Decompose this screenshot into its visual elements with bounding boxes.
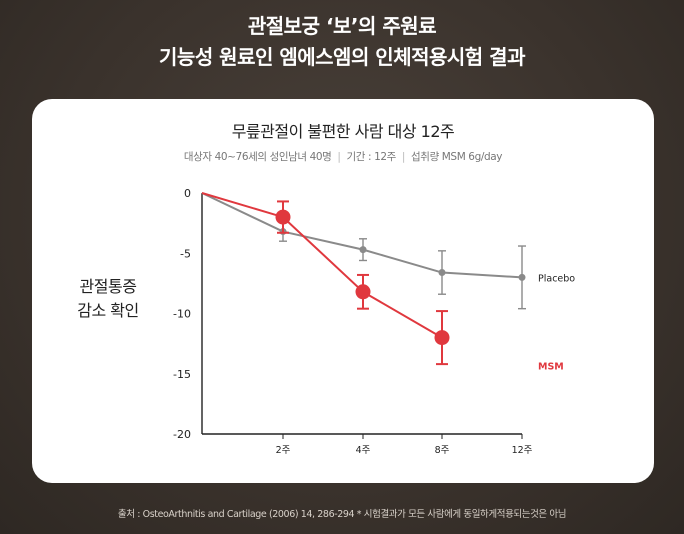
placebo-point [359, 246, 367, 254]
y-tick-label: -5 [180, 247, 191, 260]
placebo-point [518, 273, 526, 281]
x-tick-label: 12주 [512, 445, 533, 456]
subtitle-divider: | [337, 151, 341, 163]
y-tick-label: -15 [173, 368, 191, 381]
subtitle-subjects: 대상자 40~76세의 성인남녀 40명 [183, 151, 332, 163]
x-tick-label: 8주 [435, 445, 450, 456]
headline-line-2: 기능성 원료인 엠에스엠의 인체적용시험 결과 [159, 45, 525, 69]
y-axis-label-line-2: 감소 확인 [77, 301, 139, 320]
msm-line [201, 192, 443, 339]
y-tick-label: 0 [184, 187, 191, 200]
headline-line-1: 관절보궁 ‘보’의 주원료 [247, 14, 437, 38]
y-tick-label: -10 [173, 308, 191, 321]
msm-point [275, 209, 291, 225]
x-tick-label: 4주 [356, 445, 371, 456]
subtitle-divider: | [401, 151, 406, 163]
placebo-line [201, 192, 523, 279]
x-tick-label: 2주 [276, 445, 291, 456]
placebo-series-label: Placebo [538, 273, 575, 284]
placebo-point [438, 269, 446, 277]
subtitle-dosage: 섭취량 MSM 6g/day [411, 151, 503, 163]
line-chart: 0 -5 -10 -15 -20 2주 4주 8주 12주 Placebo MSM [173, 187, 575, 456]
chart-subtitle: 대상자 40~76세의 성인남녀 40명 | 기간 : 12주 | 섭취량 MSM 6g… [32, 149, 654, 164]
subtitle-period: 기간 : 12주 [346, 151, 397, 163]
msm-point [434, 330, 450, 346]
y-axis-label-line-1: 관절통증 [79, 277, 137, 296]
chart-card: 무릎관절이 불편한 사람 대상 12주 대상자 40~76세의 성인남녀 40명… [32, 99, 654, 483]
source-footnote: 출처 : OsteoArthnitis and Cartilage (2006)… [117, 509, 567, 520]
y-axis-label: 관절통증 감소 확인 [68, 275, 148, 323]
msm-series-label: MSM [538, 361, 564, 372]
chart-title: 무릎관절이 불편한 사람 대상 12주 [231, 122, 455, 141]
msm-point [355, 284, 371, 300]
y-tick-label: -20 [173, 428, 191, 441]
